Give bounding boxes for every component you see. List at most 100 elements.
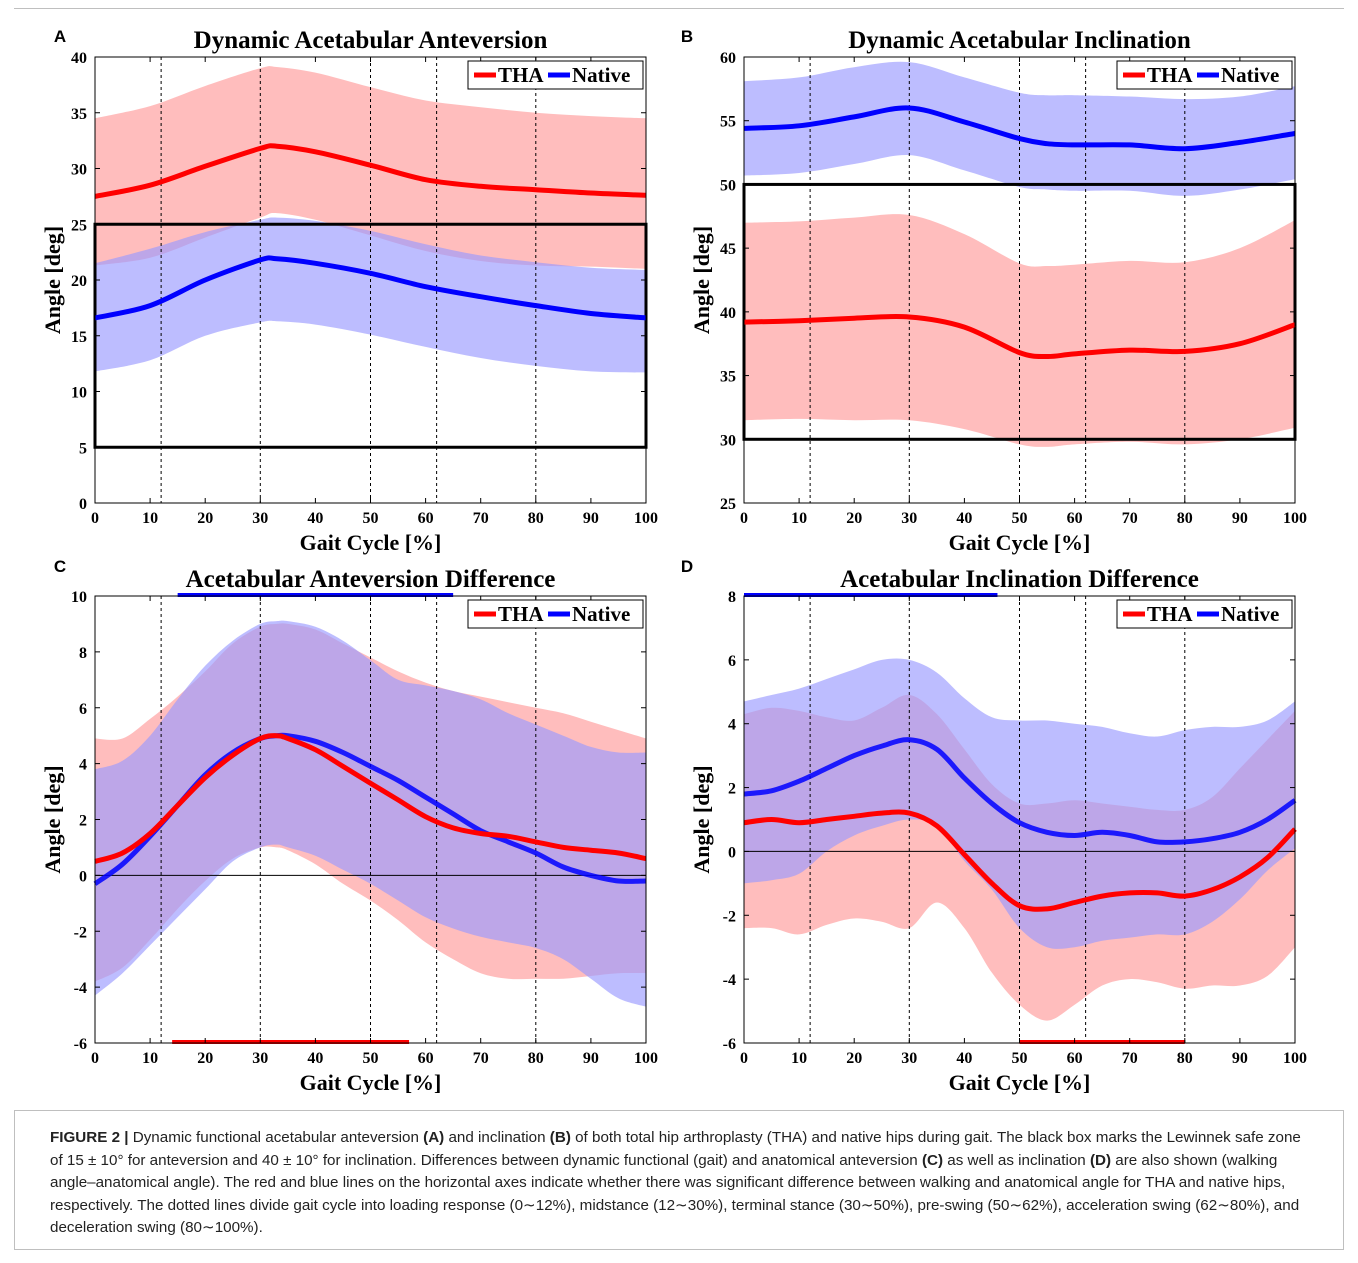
y-tick-label: 8 bbox=[79, 645, 87, 662]
legend-label-native: Native bbox=[1221, 63, 1279, 87]
x-tick-label: 40 bbox=[956, 1050, 972, 1067]
x-tick-label: 50 bbox=[363, 1050, 379, 1067]
x-tick-label: 80 bbox=[528, 1050, 544, 1067]
x-tick-label: 10 bbox=[142, 510, 158, 527]
y-tick-label: 30 bbox=[720, 432, 736, 449]
legend-label-tha: THA bbox=[1147, 602, 1193, 626]
x-tick-label: 60 bbox=[1067, 1050, 1083, 1067]
band-native bbox=[744, 658, 1295, 949]
chart-title: Acetabular Inclination Difference bbox=[840, 566, 1199, 593]
y-axis-label: Angle [deg] bbox=[40, 765, 65, 873]
x-tick-label: 60 bbox=[418, 510, 434, 527]
x-tick-label: 10 bbox=[791, 510, 807, 527]
caption-label: FIGURE 2 | bbox=[50, 1129, 129, 1146]
x-tick-label: 0 bbox=[740, 510, 748, 527]
y-axis-label: Angle [deg] bbox=[689, 765, 714, 873]
chart-title: Acetabular Anteversion Difference bbox=[186, 566, 556, 593]
y-tick-label: 6 bbox=[79, 701, 87, 718]
x-tick-label: 70 bbox=[473, 510, 489, 527]
y-tick-label: 5 bbox=[79, 440, 87, 457]
y-tick-label: 20 bbox=[71, 273, 87, 290]
x-tick-label: 90 bbox=[583, 510, 599, 527]
legend-label-tha: THA bbox=[498, 602, 544, 626]
y-tick-label: -6 bbox=[74, 1036, 87, 1053]
y-tick-label: -2 bbox=[723, 908, 736, 925]
x-axis-label: Gait Cycle [%] bbox=[949, 1070, 1091, 1095]
y-tick-label: 6 bbox=[728, 653, 736, 670]
x-tick-label: 40 bbox=[956, 510, 972, 527]
y-tick-label: 8 bbox=[728, 589, 736, 606]
figure-top-rule bbox=[14, 8, 1344, 9]
chart-panel-a: A Dynamic Acetabular Anteversion 0 10 20 30 40… bbox=[40, 27, 658, 555]
x-tick-label: 30 bbox=[901, 510, 917, 527]
band-tha bbox=[744, 214, 1295, 447]
legend-label-tha: THA bbox=[498, 63, 544, 87]
legend-box bbox=[1116, 599, 1293, 629]
x-tick-label: 90 bbox=[1232, 1050, 1248, 1067]
x-tick-label: 80 bbox=[1177, 1050, 1193, 1067]
x-tick-label: 100 bbox=[1283, 510, 1307, 527]
chart-title: Dynamic Acetabular Inclination bbox=[848, 27, 1191, 54]
y-tick-label: 25 bbox=[720, 496, 736, 513]
x-tick-label: 30 bbox=[252, 510, 268, 527]
x-tick-label: 70 bbox=[473, 1050, 489, 1067]
series-line-native bbox=[743, 737, 1297, 845]
y-tick-label: 0 bbox=[79, 496, 87, 513]
x-tick-label: 20 bbox=[197, 510, 213, 527]
panel-letter: B bbox=[681, 27, 693, 46]
series-line-tha bbox=[743, 809, 1297, 912]
x-tick-label: 50 bbox=[1012, 510, 1028, 527]
panel-letter: C bbox=[54, 557, 66, 576]
y-tick-label: -6 bbox=[723, 1036, 736, 1053]
y-tick-label: 2 bbox=[79, 813, 87, 830]
x-tick-label: 20 bbox=[846, 1050, 862, 1067]
y-tick-label: 60 bbox=[720, 50, 736, 67]
y-tick-label: -4 bbox=[74, 980, 87, 997]
x-tick-label: 0 bbox=[91, 1050, 99, 1067]
y-tick-label: 0 bbox=[79, 868, 87, 885]
y-axis-label: Angle [deg] bbox=[40, 226, 65, 334]
chart-title: Dynamic Acetabular Anteversion bbox=[194, 27, 548, 54]
caption-frame bbox=[14, 1110, 1344, 1250]
y-tick-label: 10 bbox=[71, 385, 87, 402]
x-tick-label: 60 bbox=[418, 1050, 434, 1067]
y-tick-label: 40 bbox=[71, 50, 87, 67]
panel-letter: D bbox=[681, 557, 693, 576]
y-tick-label: 45 bbox=[720, 241, 736, 258]
x-tick-label: 30 bbox=[901, 1050, 917, 1067]
y-tick-label: 50 bbox=[720, 177, 736, 194]
y-tick-label: 15 bbox=[71, 329, 87, 346]
y-tick-label: 2 bbox=[728, 781, 736, 798]
x-tick-label: 60 bbox=[1067, 510, 1083, 527]
y-tick-label: 35 bbox=[71, 106, 87, 123]
series-line-tha bbox=[743, 313, 1296, 360]
y-tick-label: 40 bbox=[720, 305, 736, 322]
series-line-tha bbox=[94, 143, 647, 199]
band-native bbox=[744, 61, 1295, 196]
x-axis-label: Gait Cycle [%] bbox=[300, 1070, 442, 1095]
x-tick-label: 70 bbox=[1122, 1050, 1138, 1067]
legend-label-tha: THA bbox=[1147, 63, 1193, 87]
x-tick-label: 10 bbox=[791, 1050, 807, 1067]
caption-body: Dynamic functional acetabular anteversio… bbox=[50, 1129, 1301, 1236]
figure-caption: FIGURE 2 | Dynamic functional acetabular… bbox=[50, 1127, 1310, 1240]
y-tick-label: -2 bbox=[74, 924, 87, 941]
x-tick-label: 40 bbox=[307, 510, 323, 527]
legend-label-native: Native bbox=[1221, 602, 1279, 626]
legend-label-native: Native bbox=[572, 63, 630, 87]
y-tick-label: 4 bbox=[728, 717, 736, 734]
x-tick-label: 0 bbox=[91, 510, 99, 527]
x-tick-label: 50 bbox=[363, 510, 379, 527]
series-line-tha bbox=[94, 733, 647, 864]
x-tick-label: 90 bbox=[1232, 510, 1248, 527]
x-tick-label: 80 bbox=[528, 510, 544, 527]
x-axis-label: Gait Cycle [%] bbox=[949, 530, 1091, 555]
x-tick-label: 10 bbox=[142, 1050, 158, 1067]
x-tick-label: 90 bbox=[583, 1050, 599, 1067]
x-tick-label: 100 bbox=[1283, 1050, 1307, 1067]
y-tick-label: 25 bbox=[71, 217, 87, 234]
legend-label-native: Native bbox=[572, 602, 630, 626]
